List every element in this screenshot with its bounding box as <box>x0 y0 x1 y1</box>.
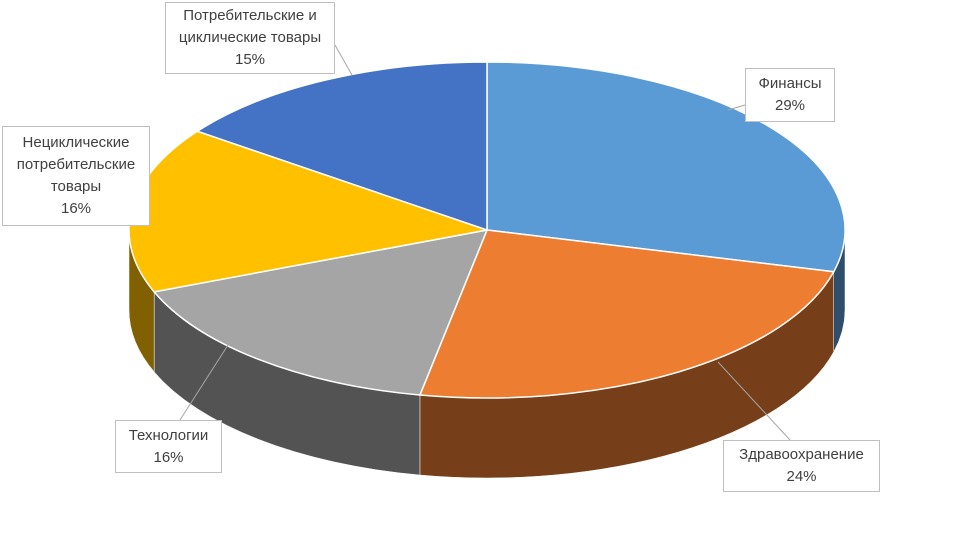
data-label: Технологии 16% <box>115 420 222 473</box>
slice <box>486 61 846 273</box>
value-label: 16% <box>60 200 92 217</box>
category-label: Потребительские и циклические товары <box>178 7 322 46</box>
value-label: 16% <box>153 448 184 466</box>
slice <box>152 229 489 396</box>
slice <box>418 229 835 399</box>
value-label: 15% <box>234 51 266 68</box>
category-label: Технологии <box>128 426 209 444</box>
value-label: 29% <box>774 97 806 114</box>
leader-line <box>717 361 791 441</box>
category-label: Здравоохранение <box>739 446 864 463</box>
data-label: Потребительские и циклические товары 15% <box>165 2 335 74</box>
category-label: Финансы <box>758 75 822 92</box>
slice <box>195 61 488 232</box>
leader-line <box>334 44 353 76</box>
leader-line <box>179 344 229 421</box>
category-label: Нециклические потребительские товары <box>16 134 136 195</box>
data-label: Нециклические потребительские товары 16% <box>2 126 150 226</box>
leader-line <box>727 104 746 111</box>
value-label: 24% <box>786 468 817 485</box>
data-label: Здравоохранение 24% <box>723 440 880 492</box>
data-label: Финансы 29% <box>745 68 835 122</box>
